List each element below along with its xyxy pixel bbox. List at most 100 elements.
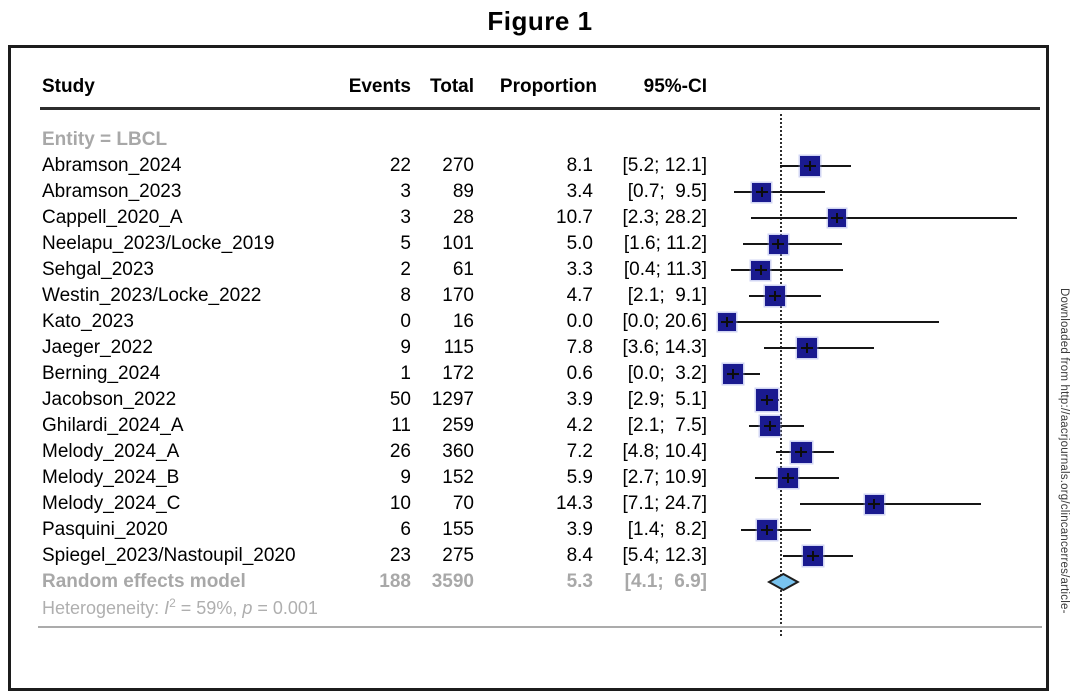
- confidence-interval-line: [799, 503, 981, 505]
- events-value: 3: [400, 181, 411, 202]
- total-value: 16: [452, 311, 474, 332]
- study-label: Berning_2024: [42, 363, 161, 384]
- total-value: 1297: [431, 389, 474, 410]
- table-row: Ghilardi_2024_A 11 259 4.2 [2.1; 7.5]: [0, 415, 1080, 437]
- point-estimate-tick-vertical: [777, 239, 780, 249]
- ci-value: [0.4; 11.3]: [623, 259, 707, 280]
- table-row: Entity = LBCL: [0, 129, 1080, 151]
- heterogeneity-mid: = 59%,: [175, 598, 243, 618]
- events-value: 22: [389, 155, 411, 176]
- table-row: Melody_2024_A 26 360 7.2 [4.8; 10.4]: [0, 441, 1080, 463]
- events-value: 2: [400, 259, 411, 280]
- total-value: 70: [452, 493, 474, 514]
- ci-value: [3.6; 14.3]: [622, 337, 707, 358]
- table-row: Jaeger_2022 9 115 7.8 [3.6; 14.3]: [0, 337, 1080, 359]
- study-label: Entity = LBCL: [42, 129, 168, 150]
- proportion-value: 5.3: [566, 571, 593, 592]
- study-label: Kato_2023: [42, 311, 134, 332]
- study-label: Neelapu_2023/Locke_2019: [42, 233, 275, 254]
- column-header-study: Study: [42, 76, 95, 97]
- proportion-value: 14.3: [556, 493, 593, 514]
- i-squared-symbol: I: [164, 598, 170, 618]
- table-row: Sehgal_2023 2 61 3.3 [0.4; 11.3]: [0, 259, 1080, 281]
- column-header-total: Total: [430, 76, 474, 97]
- point-estimate-tick-vertical: [812, 551, 815, 561]
- ci-value: [588, 129, 707, 151]
- i-squared-exponent: 2: [169, 596, 176, 610]
- events-value: 9: [400, 337, 411, 358]
- total-value: 172: [442, 363, 474, 384]
- study-label: Sehgal_2023: [42, 259, 154, 280]
- total-value: 115: [443, 337, 474, 358]
- proportion-value: 3.9: [566, 519, 593, 540]
- study-label: Jacobson_2022: [42, 389, 177, 410]
- pooled-estimate-reference-line: [780, 114, 782, 636]
- events-value: 5: [400, 233, 411, 254]
- table-row: Kato_2023 0 16 0.0 [0.0; 20.6]: [0, 311, 1080, 333]
- point-estimate-tick-vertical: [769, 421, 772, 431]
- total-value: 170: [442, 285, 474, 306]
- confidence-interval-line: [727, 373, 760, 375]
- point-estimate-tick-vertical: [809, 161, 812, 171]
- events-value: [336, 129, 411, 151]
- table-row: Westin_2023/Locke_2022 8 170 4.7 [2.1; 9.1]: [0, 285, 1080, 307]
- proportion-value: 7.2: [566, 441, 593, 462]
- table-row: Melody_2024_B 9 152 5.9 [2.7; 10.9]: [0, 467, 1080, 489]
- study-label: Spiegel_2023/Nastoupil_2020: [42, 545, 296, 566]
- proportion-value: 4.2: [566, 415, 593, 436]
- point-estimate-tick-vertical: [726, 317, 728, 327]
- total-value: 28: [452, 207, 474, 228]
- table-row: Random effects model 188 3590 5.3 [4.1; 6.9]: [0, 571, 1080, 593]
- total-value: 270: [442, 155, 474, 176]
- table-row: Abramson_2024 22 270 8.1 [5.2; 12.1]: [0, 155, 1080, 177]
- total-value: 3590: [431, 571, 474, 592]
- table-row: Spiegel_2023/Nastoupil_2020 23 275 8.4 [5.4;…: [0, 545, 1080, 567]
- table-row: Jacobson_2022 50 1297 3.9 [2.9; 5.1]: [0, 389, 1080, 411]
- confidence-interval-line: [750, 217, 1017, 219]
- heterogeneity-prefix: Heterogeneity:: [42, 598, 165, 618]
- ci-value: [2.9; 5.1]: [627, 389, 707, 410]
- point-estimate-tick-vertical: [766, 395, 769, 405]
- proportion-value: 5.9: [566, 467, 593, 488]
- point-estimate-tick-vertical: [732, 369, 735, 379]
- study-label: Westin_2023/Locke_2022: [42, 285, 262, 306]
- confidence-interval-line: [731, 269, 844, 271]
- total-value: 155: [442, 519, 474, 540]
- pooled-estimate-diamond: [767, 572, 800, 597]
- ci-value: [2.3; 28.2]: [622, 207, 707, 228]
- ci-value: [1.6; 11.2]: [623, 233, 707, 254]
- table-row: Pasquini_2020 6 155 3.9 [1.4; 8.2]: [0, 519, 1080, 541]
- proportion-value: 10.7: [556, 207, 593, 228]
- figure-title: Figure 1: [487, 6, 593, 36]
- events-value: 8: [400, 285, 411, 306]
- point-estimate-tick-vertical: [766, 525, 769, 535]
- download-watermark: Downloaded from http://aacrjournals.org/…: [1058, 288, 1070, 614]
- confidence-interval-line: [743, 243, 843, 245]
- ci-value: [2.7; 10.9]: [622, 467, 707, 488]
- header-rule: [40, 107, 1040, 110]
- events-value: 11: [391, 415, 411, 436]
- study-label: Abramson_2024: [42, 155, 182, 176]
- ci-value: [4.8; 10.4]: [622, 441, 707, 462]
- events-value: 6: [400, 519, 411, 540]
- proportion-value: 5.0: [566, 233, 593, 254]
- events-value: 26: [389, 441, 411, 462]
- proportion-value: [496, 129, 593, 151]
- total-value: 152: [442, 467, 474, 488]
- events-value: 23: [389, 545, 411, 566]
- point-estimate-tick-vertical: [759, 265, 762, 275]
- p-symbol: p: [242, 598, 253, 618]
- point-estimate-tick-vertical: [800, 447, 803, 457]
- ci-value: [0.7; 9.5]: [627, 181, 707, 202]
- study-label: Random effects model: [42, 571, 246, 592]
- events-value: 0: [400, 311, 411, 332]
- ci-value: [5.2; 12.1]: [622, 155, 707, 176]
- point-estimate-tick-vertical: [873, 499, 875, 509]
- heterogeneity-tail: = 0.001: [252, 598, 318, 618]
- table-row: Cappell_2020_A 3 28 10.7 [2.3; 28.2]: [0, 207, 1080, 229]
- events-value: 10: [389, 493, 411, 514]
- proportion-value: 3.3: [566, 259, 593, 280]
- table-row: Abramson_2023 3 89 3.4 [0.7; 9.5]: [0, 181, 1080, 203]
- point-estimate-tick-vertical: [786, 473, 789, 483]
- study-label: Cappell_2020_A: [42, 207, 183, 228]
